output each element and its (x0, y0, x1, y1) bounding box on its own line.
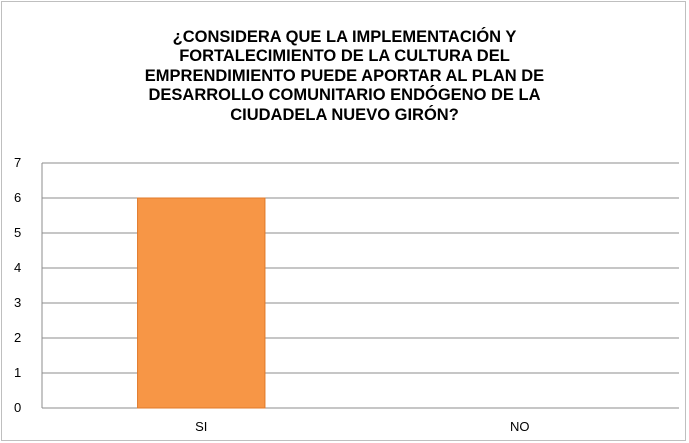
bars (137, 197, 266, 409)
y-tick-label-6: 6 (14, 190, 21, 205)
y-tick-label-1: 1 (14, 365, 21, 380)
x-axis-labels: SI NO (195, 419, 529, 434)
y-tick-label-0: 0 (14, 400, 21, 415)
chart-title-line-4: DESARROLLO COMUNITARIO ENDÓGENO DE LA (148, 86, 541, 105)
x-tick-label-si: SI (195, 419, 207, 434)
y-tick-label-7: 7 (14, 155, 21, 170)
y-tick-label-3: 3 (14, 295, 21, 310)
y-axis-labels: 0 1 2 3 4 5 6 7 (14, 155, 21, 415)
bar-si (137, 197, 266, 409)
chart-title-line-3: EMPRENDIMIENTO PUEDE APORTAR AL PLAN DE (144, 66, 545, 85)
chart-title-line-5: CIUDADELA NUEVO GIRÓN? (230, 105, 459, 124)
y-tick-label-2: 2 (14, 330, 21, 345)
chart-title-line-2: FORTALECIMIENTO DE LA CULTURA DEL (179, 47, 510, 66)
y-tick-label-5: 5 (14, 225, 21, 240)
y-tick-label-4: 4 (14, 260, 21, 275)
x-tick-label-no: NO (510, 419, 530, 434)
chart-title-line-1: ¿CONSIDERA QUE LA IMPLEMENTACIÓN Y (172, 28, 517, 46)
chart-title: ¿CONSIDERA QUE LA IMPLEMENTACIÓN Y FORTA… (0, 28, 689, 125)
